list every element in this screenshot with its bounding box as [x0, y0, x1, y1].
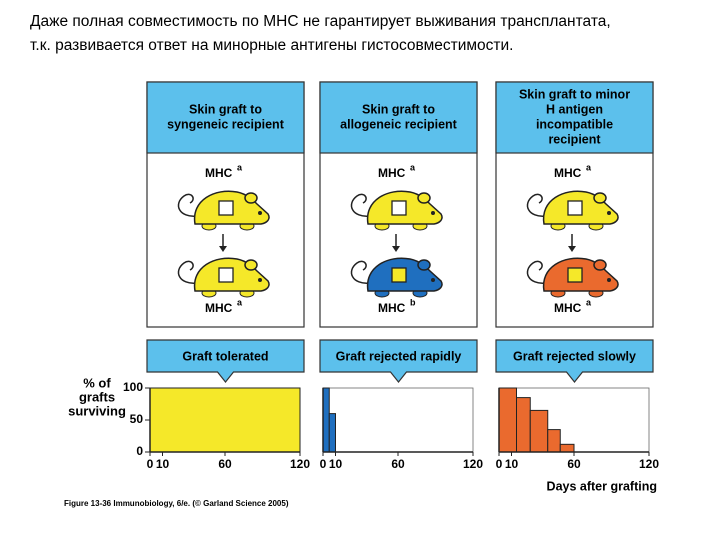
- x-axis-label: Days after grafting: [547, 479, 657, 493]
- x-tick-label: 0: [147, 457, 154, 471]
- mhc-allele: a: [586, 297, 592, 307]
- mouse-ear: [593, 259, 607, 271]
- mouse-eye: [431, 278, 435, 282]
- panel-header-line: Skin graft to minor: [519, 87, 630, 101]
- y-axis-label: % of: [83, 375, 111, 390]
- mouse-tail: [350, 260, 371, 284]
- mouse-ear: [417, 192, 431, 204]
- x-tick-label: 0: [320, 457, 327, 471]
- mouse-tail: [177, 260, 198, 284]
- mouse-tail: [177, 193, 198, 217]
- mouse-tail: [526, 260, 547, 284]
- x-tick-label: 10: [329, 457, 343, 471]
- x-tick-label: 60: [567, 457, 581, 471]
- mhc-label: MHC: [205, 301, 233, 315]
- mhc-allele: a: [237, 162, 243, 172]
- survival-step: [559, 443, 575, 453]
- panel-header: [319, 81, 478, 154]
- mhc-label: MHC: [554, 301, 582, 315]
- survival-step: [322, 387, 330, 453]
- mouse: [177, 190, 270, 231]
- mouse: [350, 190, 443, 231]
- skin-graft: [218, 200, 234, 216]
- panel-header: [146, 81, 305, 154]
- mhc-label: MHC: [205, 166, 233, 180]
- mouse-eye: [258, 278, 262, 282]
- survival-step: [529, 409, 549, 453]
- x-tick-label: 10: [505, 457, 519, 471]
- panel-header-line: recipient: [548, 132, 601, 146]
- mouse: [177, 257, 270, 298]
- mhc-allele: a: [410, 162, 416, 172]
- skin-graft: [218, 267, 234, 283]
- mouse-ear: [244, 192, 258, 204]
- mouse-tail: [350, 193, 371, 217]
- x-tick-label: 60: [391, 457, 405, 471]
- survival-step: [498, 387, 517, 453]
- x-tick-label: 120: [463, 457, 483, 471]
- mouse-eye: [258, 211, 262, 215]
- panel-header-line: Skin graft to: [362, 102, 435, 116]
- result-box: [495, 339, 654, 383]
- result-box: [146, 339, 305, 383]
- mhc-allele: a: [237, 297, 243, 307]
- x-tick-label: 10: [156, 457, 170, 471]
- y-tick-label: 0: [136, 444, 143, 458]
- skin-graft: [567, 267, 583, 283]
- figure-credit: Figure 13-36 Immunobiology, 6/e. (© Garl…: [64, 499, 289, 508]
- survival-step: [149, 387, 301, 453]
- panel-header: [495, 81, 654, 154]
- skin-graft: [391, 200, 407, 216]
- skin-graft: [567, 200, 583, 216]
- mhc-label: MHC: [554, 166, 582, 180]
- mouse-ear: [593, 192, 607, 204]
- mouse-eye: [607, 278, 611, 282]
- mhc-allele: a: [586, 162, 592, 172]
- result-label: Graft tolerated: [182, 349, 268, 363]
- x-tick-label: 60: [218, 457, 232, 471]
- slide-title-line: т.к. развивается ответ на минорные антиг…: [30, 37, 513, 54]
- panel-header-line: incompatible: [536, 117, 613, 131]
- mouse: [526, 190, 619, 231]
- mouse: [350, 257, 443, 298]
- slide-title-line: Даже полная совместимость по МНС не гара…: [30, 13, 611, 30]
- plot-area: [322, 387, 474, 453]
- survival-step: [516, 397, 531, 453]
- survival-step: [547, 429, 561, 453]
- panel-header-line: allogeneic recipient: [340, 117, 458, 131]
- mouse-tail: [526, 193, 547, 217]
- y-tick-label: 50: [130, 412, 144, 426]
- result-box: [319, 339, 478, 383]
- x-tick-label: 120: [290, 457, 310, 471]
- mhc-label: MHC: [378, 301, 406, 315]
- x-tick-label: 0: [496, 457, 503, 471]
- mhc-label: MHC: [378, 166, 406, 180]
- x-tick-label: 120: [639, 457, 659, 471]
- result-label: Graft rejected rapidly: [336, 349, 462, 363]
- mouse: [526, 257, 619, 298]
- panel-header-line: Skin graft to: [189, 102, 262, 116]
- result-label: Graft rejected slowly: [513, 349, 636, 363]
- mouse-ear: [417, 259, 431, 271]
- mhc-allele: b: [410, 297, 416, 307]
- y-tick-label: 100: [123, 380, 143, 394]
- mouse-ear: [244, 259, 258, 271]
- skin-graft: [391, 267, 407, 283]
- mouse-eye: [607, 211, 611, 215]
- y-axis-label: grafts: [79, 389, 115, 404]
- panel-header-line: H antigen: [546, 102, 603, 116]
- mouse-eye: [431, 211, 435, 215]
- panel-header-line: syngeneic recipient: [167, 117, 285, 131]
- survival-step: [328, 413, 336, 453]
- y-axis-label: surviving: [68, 403, 126, 418]
- arrow-head: [568, 246, 576, 252]
- arrow-head: [219, 246, 227, 252]
- arrow-head: [392, 246, 400, 252]
